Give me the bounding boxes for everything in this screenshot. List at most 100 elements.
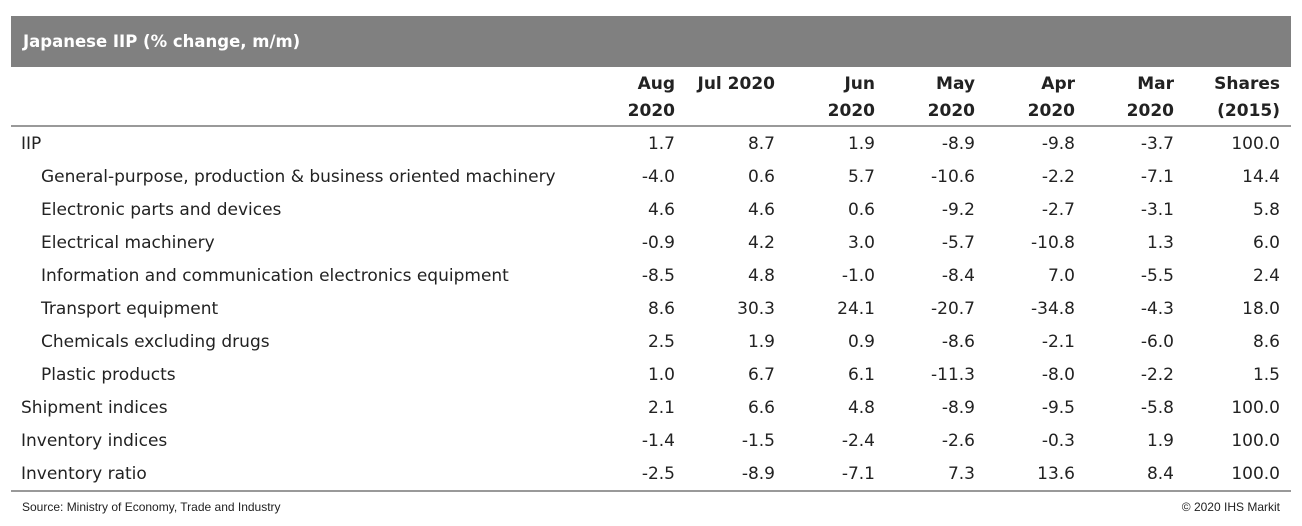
value-cell: 18.0 xyxy=(1242,298,1280,319)
table-row: Information and communication electronic… xyxy=(11,259,1291,292)
value-cell: 100.0 xyxy=(1231,133,1280,154)
value-cell: -5.5 xyxy=(1140,265,1174,286)
value-cell: -11.3 xyxy=(931,364,975,385)
value-cell: 1.9 xyxy=(1146,430,1174,451)
row-label: Shipment indices xyxy=(21,397,168,418)
value-cell: -2.2 xyxy=(1041,166,1075,187)
value-cell: -34.8 xyxy=(1031,298,1075,319)
row-label: Transport equipment xyxy=(41,298,219,319)
value-cell: -2.4 xyxy=(841,430,875,451)
value-cell: 1.5 xyxy=(1252,364,1280,385)
table-row: General-purpose, production & business o… xyxy=(11,160,1291,193)
column-header-line2: 2020 xyxy=(827,101,875,121)
iip-table-figure: Japanese IIP (% change, m/m) Aug 2020 Jul … xyxy=(11,16,1291,492)
value-cell: -1.0 xyxy=(841,265,875,286)
value-cell: -4.3 xyxy=(1140,298,1174,319)
source-note: Source: Ministry of Economy, Trade and I… xyxy=(22,500,281,514)
value-cell: 4.6 xyxy=(747,199,775,220)
value-cell: 8.6 xyxy=(647,298,675,319)
value-cell: -8.0 xyxy=(1041,364,1075,385)
value-cell: 0.6 xyxy=(847,199,875,220)
value-cell: -2.2 xyxy=(1140,364,1174,385)
value-cell: -20.7 xyxy=(931,298,975,319)
value-cell: -2.6 xyxy=(941,430,975,451)
value-cell: 30.3 xyxy=(737,298,775,319)
value-cell: -9.5 xyxy=(1041,397,1075,418)
table-row: Chemicals excluding drugs 2.5 1.9 0.9 -8.6 -2… xyxy=(11,325,1291,358)
column-header-line2: 2020 xyxy=(927,101,975,121)
value-cell: 0.6 xyxy=(747,166,775,187)
copyright-note: © 2020 IHS Markit xyxy=(1181,500,1280,514)
column-header-line2: 2020 xyxy=(1027,101,1075,121)
value-cell: -8.9 xyxy=(741,463,775,484)
table-row: Electronic parts and devices 4.6 4.6 0.6 -9.… xyxy=(11,193,1291,226)
value-cell: 4.6 xyxy=(647,199,675,220)
value-cell: 6.6 xyxy=(747,397,775,418)
column-header: Aug 2020 xyxy=(521,67,686,126)
table-row: Shipment indices 2.1 6.6 4.8 -8.9 -9.5 -5.8 100… xyxy=(11,391,1291,424)
column-header: Jul 2020 xyxy=(686,67,786,126)
row-label: Chemicals excluding drugs xyxy=(41,331,270,352)
value-cell: 100.0 xyxy=(1231,463,1280,484)
value-cell: -8.5 xyxy=(641,265,675,286)
value-cell: -3.1 xyxy=(1140,199,1174,220)
iip-table: Aug 2020 Jul 2020 Jun 2020 May 2020 Apr 2020 Mar 2… xyxy=(11,67,1291,492)
table-title: Japanese IIP (% change, m/m) xyxy=(11,16,1291,67)
value-cell: -5.8 xyxy=(1140,397,1174,418)
row-label: Inventory indices xyxy=(21,430,168,451)
footer: Source: Ministry of Economy, Trade and I… xyxy=(22,500,1280,514)
column-header: Mar 2020 xyxy=(1086,67,1185,126)
row-label: Electrical machinery xyxy=(41,232,215,253)
table-row: Electrical machinery -0.9 4.2 3.0 -5.7 -10.8 1… xyxy=(11,226,1291,259)
value-cell: -3.7 xyxy=(1140,133,1174,154)
value-cell: -8.6 xyxy=(941,331,975,352)
table-row: Transport equipment 8.6 30.3 24.1 -20.7 -34.8… xyxy=(11,292,1291,325)
value-cell: 6.0 xyxy=(1252,232,1280,253)
value-cell: -8.9 xyxy=(941,397,975,418)
value-cell: 1.0 xyxy=(647,364,675,385)
value-cell: -7.1 xyxy=(841,463,875,484)
value-cell: 5.7 xyxy=(847,166,875,187)
column-header-line2: 2020 xyxy=(1126,101,1174,121)
column-header: May 2020 xyxy=(886,67,986,126)
value-cell: -2.1 xyxy=(1041,331,1075,352)
value-cell: -5.7 xyxy=(941,232,975,253)
value-cell: 2.5 xyxy=(647,331,675,352)
value-cell: -7.1 xyxy=(1140,166,1174,187)
column-header-line1: Shares xyxy=(1214,74,1280,94)
row-label: Inventory ratio xyxy=(21,463,147,484)
table-row: IIP 1.7 8.7 1.9 -8.9 -9.8 -3.7 100.0 xyxy=(11,126,1291,160)
value-cell: -9.8 xyxy=(1041,133,1075,154)
table-header: Aug 2020 Jul 2020 Jun 2020 May 2020 Apr 2020 Mar 2… xyxy=(11,67,1291,126)
value-cell: 4.8 xyxy=(847,397,875,418)
value-cell: 14.4 xyxy=(1242,166,1280,187)
row-label: Plastic products xyxy=(41,364,176,385)
value-cell: -1.5 xyxy=(741,430,775,451)
value-cell: 8.6 xyxy=(1252,331,1280,352)
value-cell: 13.6 xyxy=(1037,463,1075,484)
table-row: Inventory ratio -2.5 -8.9 -7.1 7.3 13.6 8.4 100… xyxy=(11,457,1291,491)
value-cell: 6.1 xyxy=(847,364,875,385)
row-label: IIP xyxy=(21,133,42,154)
value-cell: 8.7 xyxy=(747,133,775,154)
value-cell: 5.8 xyxy=(1252,199,1280,220)
value-cell: -2.5 xyxy=(641,463,675,484)
value-cell: -6.0 xyxy=(1140,331,1174,352)
value-cell: 100.0 xyxy=(1231,430,1280,451)
row-label: Information and communication electronic… xyxy=(41,265,509,286)
value-cell: 2.1 xyxy=(647,397,675,418)
value-cell: 8.4 xyxy=(1146,463,1174,484)
value-cell: 4.2 xyxy=(747,232,775,253)
column-header-line2: (2015) xyxy=(1217,101,1280,121)
value-cell: -9.2 xyxy=(941,199,975,220)
value-cell: 7.3 xyxy=(947,463,975,484)
value-cell: 7.0 xyxy=(1047,265,1075,286)
table-row: Inventory indices -1.4 -1.5 -2.4 -2.6 -0.3 1.9… xyxy=(11,424,1291,457)
column-header-line1: Apr xyxy=(1041,74,1075,94)
value-cell: -2.7 xyxy=(1041,199,1075,220)
column-header-line2: 2020 xyxy=(627,101,675,121)
value-cell: 6.7 xyxy=(747,364,775,385)
header-row: Aug 2020 Jul 2020 Jun 2020 May 2020 Apr 2020 Mar 2… xyxy=(11,67,1291,126)
column-header-line1: Jul 2020 xyxy=(697,74,776,94)
column-header: Jun 2020 xyxy=(786,67,886,126)
